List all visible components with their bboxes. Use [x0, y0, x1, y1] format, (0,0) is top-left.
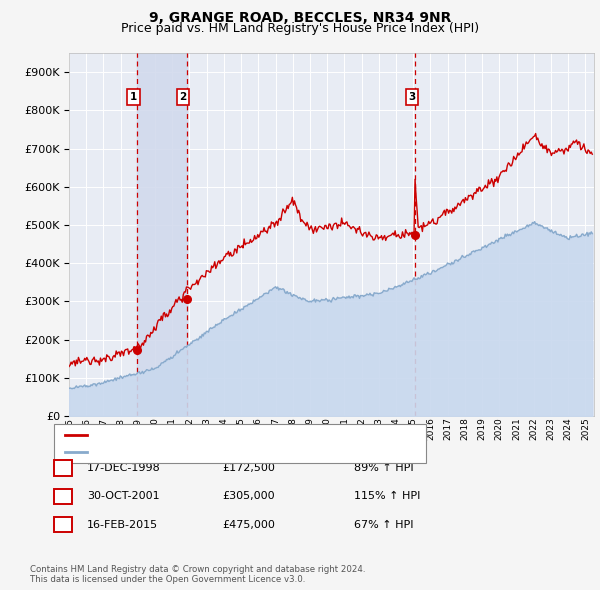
Text: HPI: Average price, detached house, East Suffolk: HPI: Average price, detached house, East… — [91, 447, 346, 457]
Text: 1: 1 — [130, 92, 137, 102]
Text: 16-FEB-2015: 16-FEB-2015 — [87, 520, 158, 529]
Text: £475,000: £475,000 — [222, 520, 275, 529]
Text: 89% ↑ HPI: 89% ↑ HPI — [354, 463, 413, 473]
Text: 2: 2 — [59, 491, 67, 501]
Text: 67% ↑ HPI: 67% ↑ HPI — [354, 520, 413, 529]
Text: 30-OCT-2001: 30-OCT-2001 — [87, 491, 160, 501]
Text: 3: 3 — [408, 92, 416, 102]
Text: 17-DEC-1998: 17-DEC-1998 — [87, 463, 161, 473]
Text: £305,000: £305,000 — [222, 491, 275, 501]
Text: 3: 3 — [59, 520, 67, 529]
Text: 2: 2 — [179, 92, 187, 102]
Text: 115% ↑ HPI: 115% ↑ HPI — [354, 491, 421, 501]
Text: 1: 1 — [59, 463, 67, 473]
Bar — [137, 53, 187, 416]
Text: £172,500: £172,500 — [222, 463, 275, 473]
Text: 9, GRANGE ROAD, BECCLES, NR34 9NR (detached house): 9, GRANGE ROAD, BECCLES, NR34 9NR (detac… — [91, 430, 391, 440]
Text: Contains HM Land Registry data © Crown copyright and database right 2024.
This d: Contains HM Land Registry data © Crown c… — [30, 565, 365, 584]
Text: Price paid vs. HM Land Registry's House Price Index (HPI): Price paid vs. HM Land Registry's House … — [121, 22, 479, 35]
Text: 9, GRANGE ROAD, BECCLES, NR34 9NR: 9, GRANGE ROAD, BECCLES, NR34 9NR — [149, 11, 451, 25]
